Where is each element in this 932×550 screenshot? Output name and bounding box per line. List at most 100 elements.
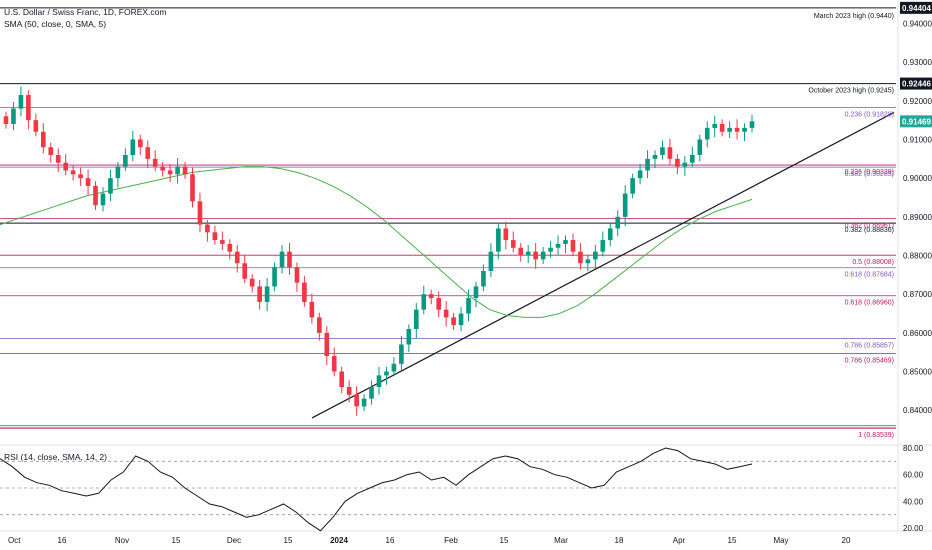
candle-body xyxy=(55,154,61,163)
candle-body xyxy=(331,356,337,372)
candle-body xyxy=(682,162,688,167)
candle-body xyxy=(496,228,501,252)
candle-body xyxy=(175,166,180,175)
sma-legend[interactable]: SMA (50, close, 0, SMA, 5) xyxy=(4,19,107,29)
candle-body xyxy=(167,170,173,175)
price-tick-label-8: 0.86000 xyxy=(903,329,932,338)
candle-body xyxy=(727,127,732,132)
fib-label-7: 0.618 (0.86960) xyxy=(845,300,894,307)
candle-body xyxy=(615,216,621,229)
candle-body xyxy=(227,243,233,252)
candle-body xyxy=(593,251,598,260)
candle-body xyxy=(115,166,121,179)
rsi-legend[interactable]: RSI (14, close, SMA, 14, 2) xyxy=(4,452,107,462)
trendline-group[interactable] xyxy=(311,111,895,419)
level-lines xyxy=(0,7,896,429)
candle-body xyxy=(704,127,710,140)
candle-body xyxy=(734,127,740,132)
price-tick-label-3: 0.91000 xyxy=(903,135,932,144)
time-label-13: 15 xyxy=(728,536,737,545)
candle-body xyxy=(667,147,673,159)
candle-body xyxy=(436,298,441,310)
candle-body xyxy=(108,178,113,194)
october-high-label: October 2023 high (0.9245) xyxy=(808,88,894,95)
fib-label-10: 1 (0.83539) xyxy=(858,432,894,439)
time-axis[interactable]: Oct 16 Nov 15 Dec 15 2024 16 Feb 15 Mar 18 Apr 15 May 2… xyxy=(8,536,851,545)
candle-body xyxy=(160,166,165,171)
candle-body xyxy=(660,147,665,155)
candle-body xyxy=(607,228,613,241)
price-tick-label-1: 0.93000 xyxy=(903,58,932,67)
candle-body xyxy=(294,267,300,283)
price-tick-label-10: 0.84000 xyxy=(903,406,932,415)
time-label-2: Nov xyxy=(115,536,129,545)
time-label-0: Oct xyxy=(8,536,21,545)
candle-body xyxy=(533,251,538,260)
time-label-11: 18 xyxy=(615,536,624,545)
rsi-tick-label-1: 60.00 xyxy=(903,471,924,480)
time-label-10: Mar xyxy=(554,536,568,545)
candle-body xyxy=(63,162,68,171)
time-label-12: Apr xyxy=(673,536,686,545)
price-axis[interactable]: 0.94000 0.93000 0.92000 0.91000 0.90000 0.890… xyxy=(900,1,932,533)
level-labels: March 2023 high (0.9440) October 2023 hig… xyxy=(808,13,894,439)
candle-body xyxy=(205,224,210,233)
candle-body xyxy=(630,178,635,194)
time-label-15: 20 xyxy=(842,536,851,545)
candle-body xyxy=(540,251,546,260)
sma-group xyxy=(0,166,753,318)
candle-body xyxy=(152,158,158,167)
candle-body xyxy=(518,247,524,256)
candle-body xyxy=(645,158,650,171)
candle-body xyxy=(458,313,464,326)
rsi-group xyxy=(0,447,896,532)
candle-body xyxy=(384,371,389,376)
candle-body xyxy=(451,317,456,326)
candle-body xyxy=(488,251,494,271)
fib-label-5: 0.5 (0.88008) xyxy=(852,259,894,266)
trendline xyxy=(311,111,895,419)
candle-body xyxy=(26,95,31,121)
candle-body xyxy=(376,375,382,388)
candle-body xyxy=(428,294,434,299)
candle-body xyxy=(585,259,591,264)
tag-october-high-bg xyxy=(900,77,932,90)
candle-body xyxy=(309,301,315,318)
fib-label-4: 0.382 (0.88836) xyxy=(845,227,894,234)
rsi-tick-label-0: 80.00 xyxy=(903,444,924,453)
fib-label-8: 0.786 (0.85857) xyxy=(845,342,894,349)
time-label-8: Feb xyxy=(444,536,458,545)
candle-body xyxy=(481,270,486,287)
price-tick-label-4: 0.90000 xyxy=(903,174,932,183)
chart-title: U.S. Dollar / Swiss Franc, 1D, FOREX.com xyxy=(4,7,167,17)
candle-body xyxy=(652,154,658,159)
candle-body xyxy=(719,124,725,132)
candle-body xyxy=(406,328,412,345)
candle-body xyxy=(742,127,747,132)
candle-body xyxy=(249,278,255,287)
candle-body xyxy=(264,286,270,302)
candle-body xyxy=(40,131,46,148)
candle-body xyxy=(548,247,553,252)
candle-body xyxy=(130,139,136,155)
candle-body xyxy=(712,124,718,128)
candle-body xyxy=(123,154,128,167)
candle-body xyxy=(421,294,427,310)
candle-body xyxy=(3,116,9,125)
candle-body xyxy=(690,154,695,163)
rsi-tick-label-3: 20.00 xyxy=(903,524,924,533)
candle-body xyxy=(637,170,643,179)
candle-body xyxy=(354,394,359,407)
tag-last-price-bg xyxy=(900,115,932,128)
candle-body xyxy=(33,120,39,132)
candle-body xyxy=(510,240,516,248)
candle-body xyxy=(399,344,404,364)
candle-body xyxy=(234,251,240,264)
candle-body xyxy=(93,185,98,206)
candle-body xyxy=(302,282,307,302)
grid xyxy=(0,0,932,532)
candle-body xyxy=(70,170,76,175)
time-label-3: 15 xyxy=(172,536,181,545)
